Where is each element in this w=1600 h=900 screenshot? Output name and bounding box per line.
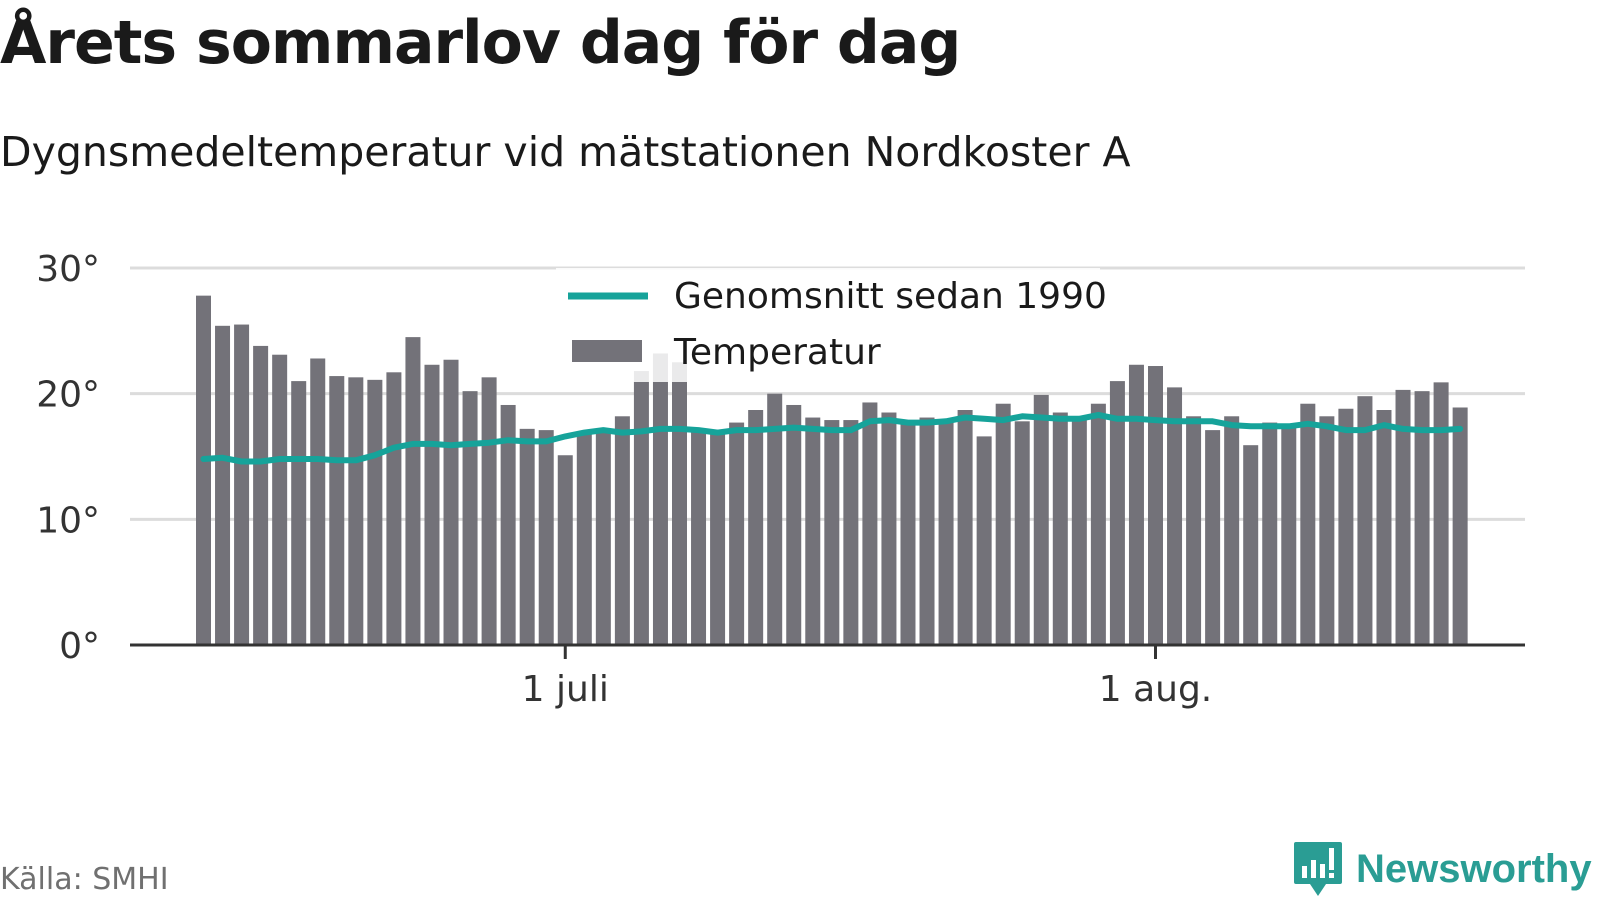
temperature-bar bbox=[786, 404, 802, 645]
temperature-bar bbox=[1262, 422, 1278, 645]
temperature-bar bbox=[1128, 364, 1144, 645]
temperature-bar bbox=[1319, 416, 1335, 645]
temperature-bar bbox=[1014, 421, 1030, 645]
temperature-bar bbox=[1243, 445, 1259, 645]
temperature-bar bbox=[196, 295, 211, 645]
brand-name: Newsworthy bbox=[1356, 846, 1592, 891]
temperature-bar bbox=[1414, 391, 1430, 645]
legend-background bbox=[556, 268, 1100, 382]
y-tick-label: 30° bbox=[36, 249, 100, 290]
bar-series bbox=[196, 295, 1468, 645]
temperature-bar bbox=[672, 362, 687, 645]
temperature-bar bbox=[633, 371, 649, 645]
temperature-bar bbox=[805, 417, 821, 645]
temperature-bar bbox=[272, 354, 288, 645]
legend: Genomsnitt sedan 1990 Temperatur bbox=[556, 268, 1107, 382]
temperature-bar bbox=[919, 417, 935, 645]
temperature-bar bbox=[1205, 430, 1221, 645]
temperature-bar bbox=[976, 436, 992, 645]
temperature-bar bbox=[291, 381, 307, 645]
temperature-bar bbox=[424, 364, 440, 645]
y-tick-label: 0° bbox=[59, 626, 100, 667]
temperature-bar bbox=[614, 416, 630, 645]
temperature-bar bbox=[500, 404, 516, 645]
temperature-bar bbox=[748, 410, 764, 645]
temperature-bar bbox=[595, 432, 611, 645]
chart-subtitle: Dygnsmedeltemperatur vid mätstationen No… bbox=[0, 128, 1131, 176]
x-tick-label: 1 juli bbox=[522, 669, 609, 710]
temperature-bar bbox=[1281, 423, 1297, 645]
temperature-bar bbox=[1109, 381, 1125, 645]
temperature-bar bbox=[900, 423, 916, 645]
y-tick-label: 20° bbox=[36, 375, 100, 416]
temperature-bar bbox=[1148, 366, 1163, 645]
temperature-bar bbox=[881, 412, 897, 645]
temperature-bar bbox=[1033, 394, 1049, 645]
chart-title: Årets sommarlov dag för dag bbox=[0, 8, 961, 78]
temperature-bar bbox=[519, 428, 535, 645]
temperature-bar bbox=[652, 353, 668, 645]
temperature-bar bbox=[1395, 389, 1411, 645]
temperature-bar bbox=[1071, 418, 1087, 645]
temperature-bar bbox=[938, 421, 954, 645]
temperature-bar bbox=[405, 337, 421, 645]
temperature-bar bbox=[1338, 408, 1354, 645]
legend-label: Temperatur bbox=[673, 332, 881, 373]
temperature-bar bbox=[215, 325, 231, 645]
temperature-bar bbox=[843, 420, 859, 645]
temperature-bar bbox=[957, 410, 973, 645]
average-line bbox=[200, 412, 1464, 465]
temperature-bar bbox=[1357, 396, 1373, 645]
temperature-bar bbox=[310, 358, 326, 645]
temperature-bar bbox=[329, 376, 345, 645]
temperature-bar bbox=[386, 372, 402, 645]
temperature-bar bbox=[824, 420, 840, 645]
temperature-bar bbox=[557, 455, 573, 645]
legend-bar-swatch bbox=[572, 340, 642, 362]
temperature-bar bbox=[538, 430, 554, 645]
temperature-bar bbox=[1167, 387, 1183, 645]
temperature-bar bbox=[710, 432, 726, 645]
temperature-bar bbox=[443, 359, 459, 645]
temperature-bar bbox=[862, 402, 878, 645]
temperature-bar bbox=[348, 377, 364, 645]
temperature-bar bbox=[481, 377, 497, 645]
temperature-bar bbox=[1376, 410, 1392, 645]
temperature-bar bbox=[729, 422, 745, 645]
temperature-bar bbox=[1300, 403, 1316, 645]
temperature-bar bbox=[234, 324, 250, 645]
temperature-bar bbox=[1090, 403, 1106, 645]
newsworthy-logo-icon bbox=[1294, 842, 1342, 896]
x-tick-label: 1 aug. bbox=[1099, 669, 1213, 710]
y-tick-label: 10° bbox=[36, 500, 100, 541]
temperature-bar bbox=[576, 432, 592, 645]
temperature-bar bbox=[1224, 416, 1240, 645]
brand-logo[interactable]: Newsworthy bbox=[1292, 840, 1592, 898]
temperature-bar bbox=[1052, 412, 1068, 645]
temperature-bar bbox=[1452, 407, 1468, 645]
temperature-bar bbox=[462, 391, 478, 645]
temperature-bar bbox=[253, 345, 269, 645]
legend-label: Genomsnitt sedan 1990 bbox=[674, 276, 1107, 317]
source-note: Källa: SMHI bbox=[0, 862, 169, 897]
temperature-bar bbox=[367, 379, 383, 645]
temperature-bar bbox=[767, 393, 783, 645]
temperature-bar bbox=[691, 430, 707, 645]
temperature-bar bbox=[1186, 416, 1202, 645]
temperature-bar bbox=[1433, 382, 1449, 645]
temperature-bar bbox=[995, 403, 1011, 645]
